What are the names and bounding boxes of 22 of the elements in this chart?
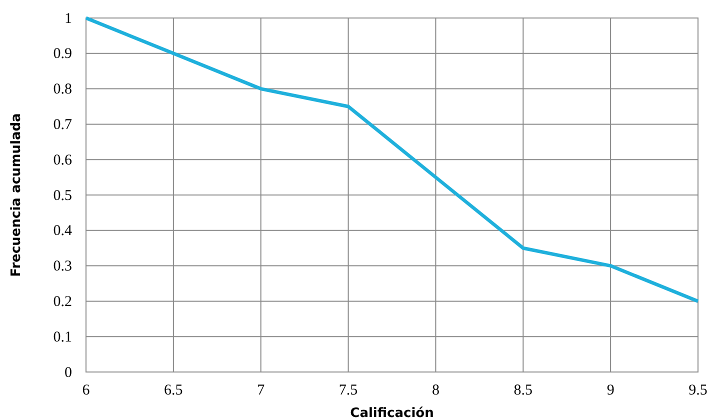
x-axis-title: Calificación [350,406,434,419]
line-series [84,16,700,303]
y-tick-label: 0.4 [53,223,72,240]
y-tick-label: 0 [64,364,72,381]
y-tick-label: 0.9 [53,46,72,62]
y-tick-label: 0.1 [53,329,72,346]
x-tick-label: 7 [257,382,266,399]
y-tick-label: 0.3 [53,258,72,275]
x-tick-label: 7.5 [338,382,358,399]
x-tick-label: 9 [606,382,614,399]
x-tick-label: 8 [432,382,440,399]
y-tick-label: 1 [64,10,72,27]
x-tick-label: 6.5 [164,382,183,399]
y-tick-label: 0.7 [53,117,72,133]
y-tick-label: 0.6 [53,152,72,168]
x-tick-label: 9.5 [688,382,708,399]
y-tick-label: 0.5 [53,188,72,204]
x-tick-label: 6 [82,382,90,399]
y-axis-title: Frecuencia acumulada [9,113,24,277]
y-tick-label: 0.8 [53,82,72,98]
y-tick-label: 0.2 [53,294,72,310]
x-tick-label: 8.5 [514,382,533,399]
